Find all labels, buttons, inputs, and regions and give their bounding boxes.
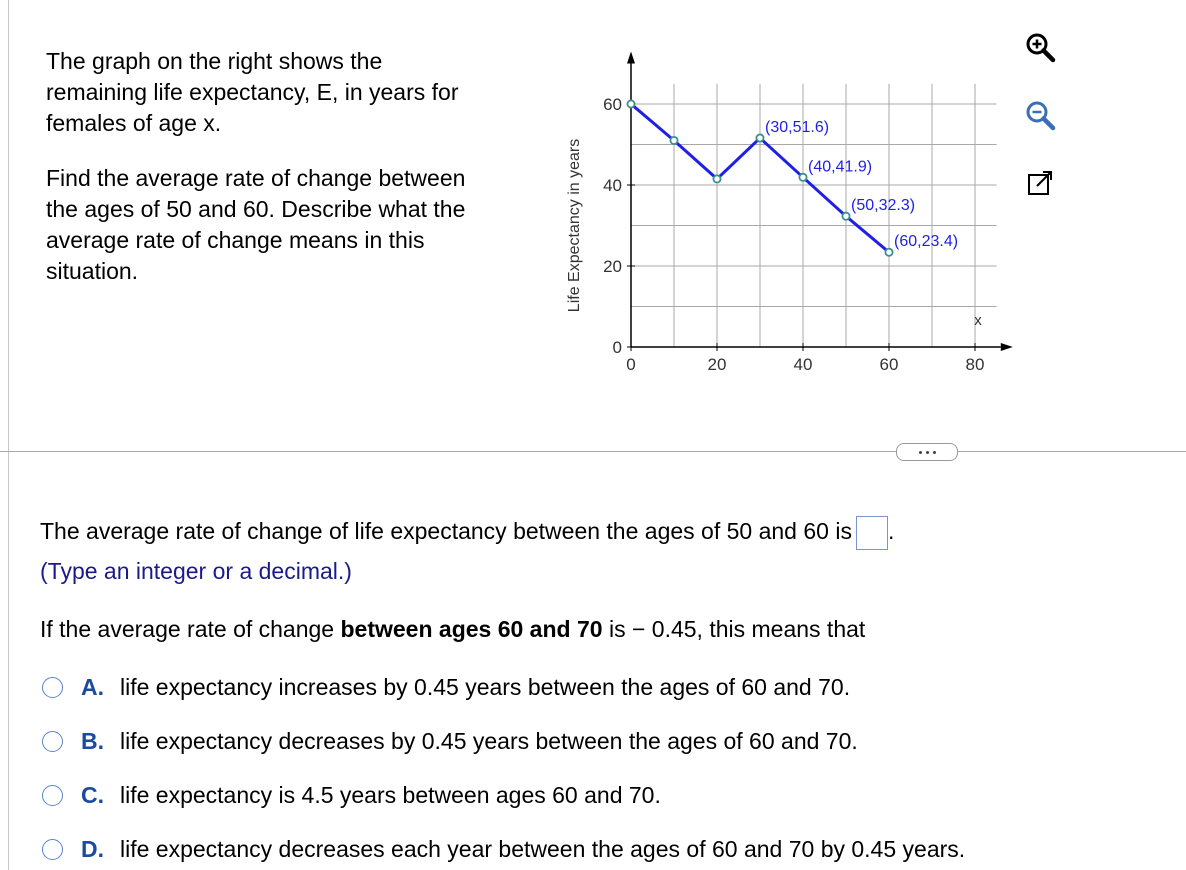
dot-icon <box>932 450 936 454</box>
option-a[interactable]: A. life expectancy increases by 0.45 yea… <box>42 673 850 701</box>
option-letter: B. <box>81 728 104 754</box>
option-d[interactable]: D. life expectancy decreases each year b… <box>42 835 965 863</box>
radio-button[interactable] <box>42 838 63 860</box>
x-axis-label: x <box>974 312 982 329</box>
x-axis-arrow-icon <box>1000 343 1013 351</box>
y-axis-label: Life Expectancy in years <box>566 139 583 312</box>
meaning-question-post: is − 0.45, this means that <box>602 616 866 642</box>
expand-more-button[interactable] <box>896 443 958 461</box>
point-annotation: (50,32.3) <box>851 197 915 214</box>
option-text: life expectancy is 4.5 years between age… <box>120 782 661 808</box>
point-annotation: (30,51.6) <box>765 119 829 136</box>
data-point <box>884 247 894 257</box>
y-tick-label: 40 <box>603 176 622 195</box>
section-divider <box>0 451 1186 452</box>
answer-input[interactable] <box>855 516 888 550</box>
question-period: . <box>887 518 895 545</box>
y-axis-arrow-icon <box>627 51 635 64</box>
x-tick-label: 80 <box>966 355 985 374</box>
dot-icon <box>925 450 929 454</box>
option-letter: D. <box>81 836 104 862</box>
problem-prompt: The graph on the right shows the remaini… <box>46 46 486 311</box>
data-point <box>755 133 765 143</box>
x-tick-label: 60 <box>880 355 899 374</box>
zoom-in-icon[interactable] <box>1023 30 1057 64</box>
meaning-question-pre: If the average rate of change <box>40 616 341 642</box>
data-point <box>712 174 722 184</box>
option-text: life expectancy decreases each year betw… <box>120 836 966 862</box>
data-point <box>798 172 808 182</box>
point-annotation: (60,23.4) <box>894 233 958 250</box>
meaning-question: If the average rate of change between ag… <box>40 615 865 643</box>
y-tick-label: 60 <box>603 95 622 114</box>
option-letter: A. <box>81 674 104 700</box>
option-text: life expectancy decreases by 0.45 years … <box>120 728 858 754</box>
y-tick-label: 0 <box>613 338 622 357</box>
x-tick-label: 0 <box>626 355 635 374</box>
left-border <box>8 0 9 870</box>
rate-question-text: The average rate of change of life expec… <box>40 518 852 545</box>
radio-button[interactable] <box>42 784 63 806</box>
data-point <box>669 135 679 145</box>
option-b[interactable]: B. life expectancy decreases by 0.45 yea… <box>42 727 858 755</box>
y-tick-label: 20 <box>603 257 622 276</box>
answer-hint: (Type an integer or a decimal.) <box>40 558 352 584</box>
radio-button[interactable] <box>42 730 63 752</box>
prompt-description: The graph on the right shows the remaini… <box>46 48 459 136</box>
meaning-question-bold: between ages 60 and 70 <box>340 616 603 642</box>
rate-question: The average rate of change of life expec… <box>40 516 894 550</box>
option-letter: C. <box>81 782 104 808</box>
data-point <box>841 211 851 221</box>
option-text: life expectancy increases by 0.45 years … <box>120 674 851 700</box>
point-annotation: (40,41.9) <box>808 158 872 175</box>
zoom-out-icon[interactable] <box>1023 98 1057 132</box>
life-expectancy-graph: 0 20 40 60 80 0 20 40 60 Life Expectancy in years… <box>566 51 1013 374</box>
data-point <box>626 99 636 109</box>
prompt-task: Find the average rate of change between … <box>46 165 466 284</box>
option-c[interactable]: C. life expectancy is 4.5 years between … <box>42 781 661 809</box>
radio-button[interactable] <box>42 676 63 698</box>
dot-icon <box>918 450 922 454</box>
open-new-window-icon[interactable] <box>1023 166 1057 200</box>
x-tick-label: 20 <box>708 355 727 374</box>
x-tick-label: 40 <box>794 355 813 374</box>
